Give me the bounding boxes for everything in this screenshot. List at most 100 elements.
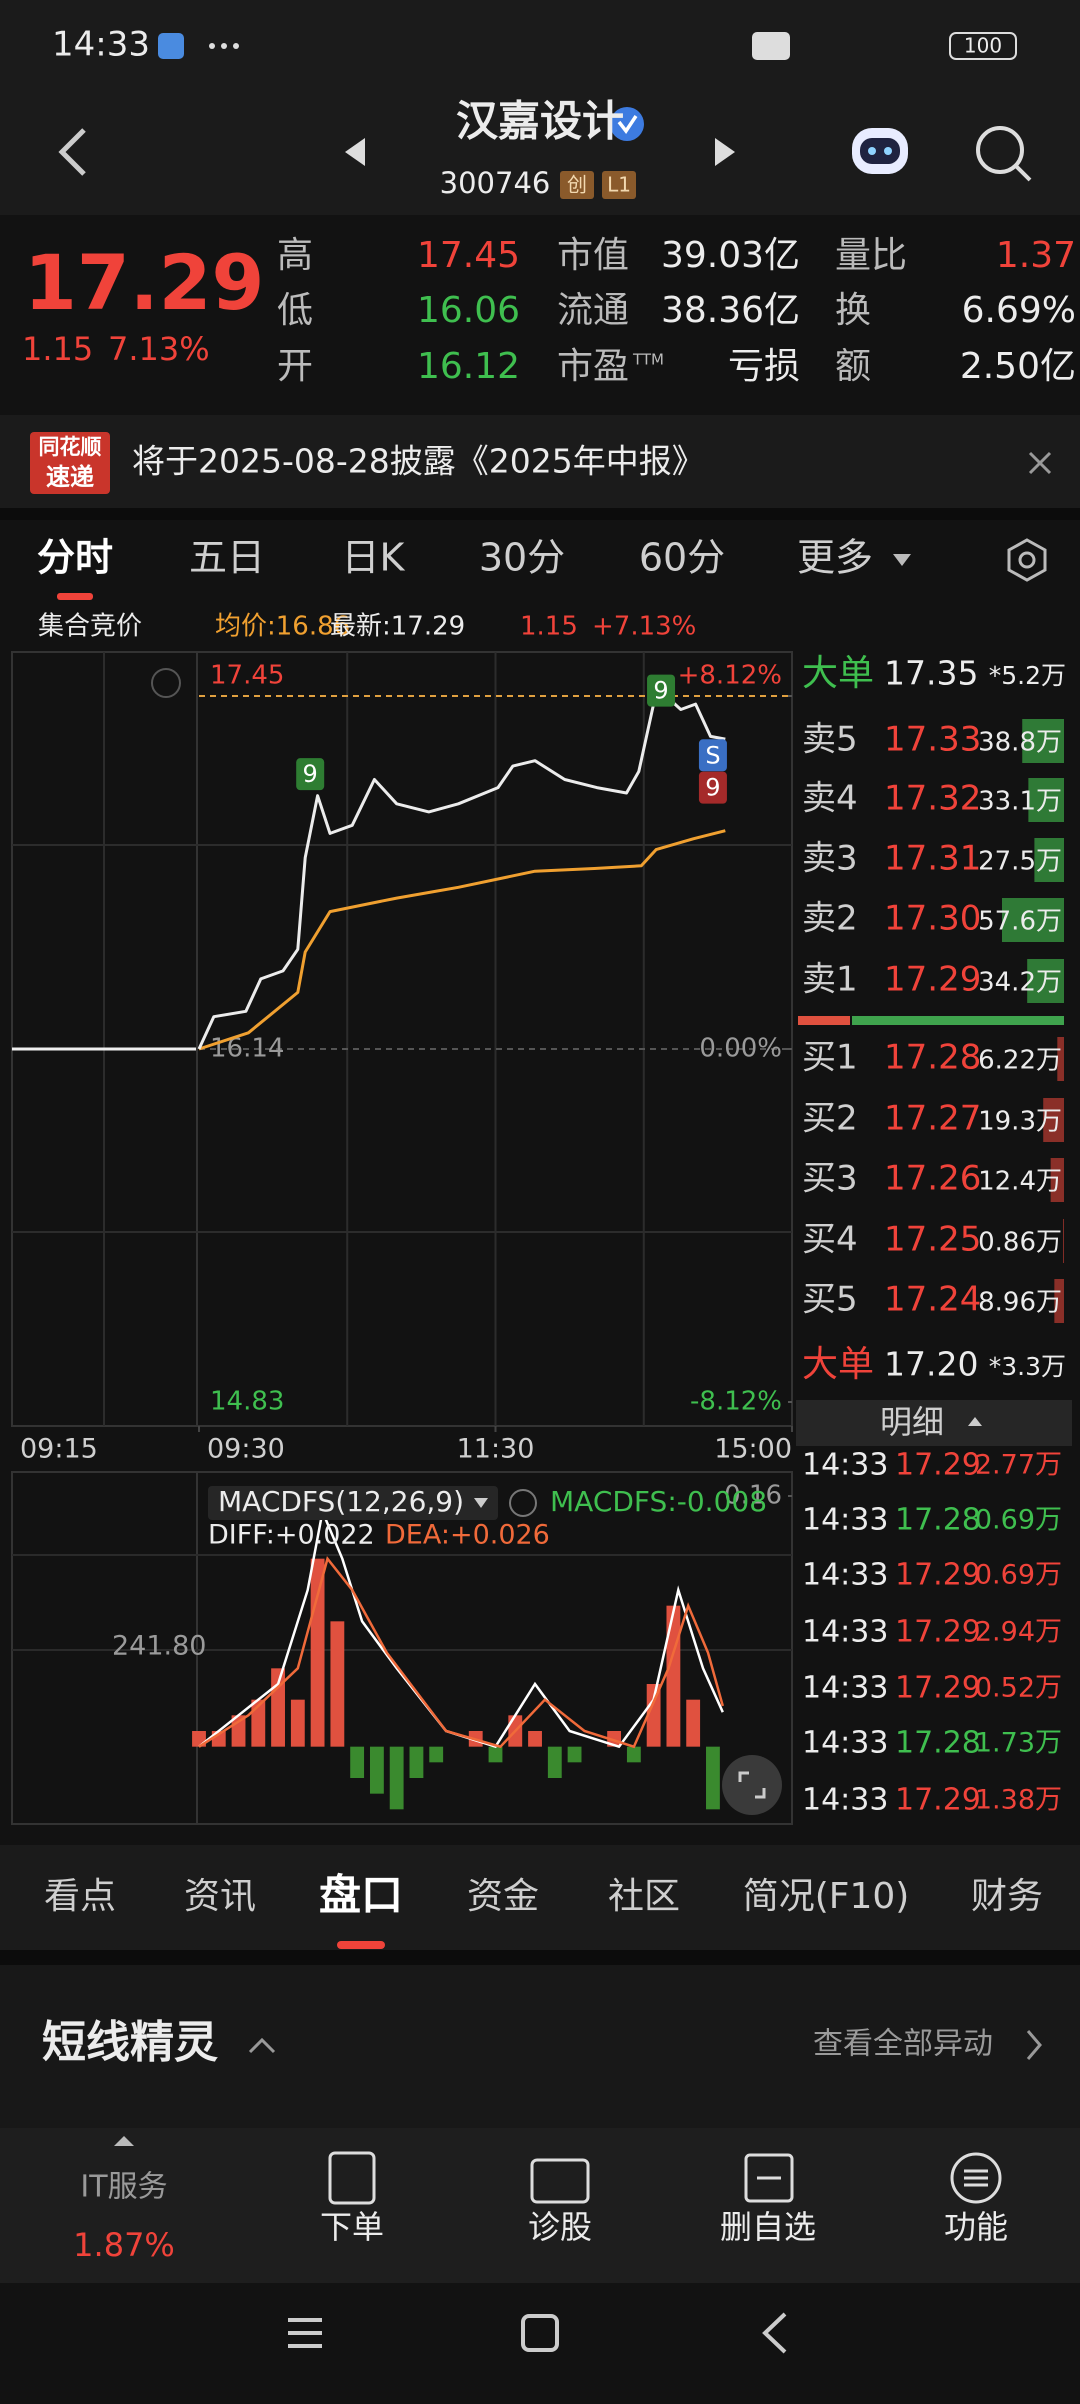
robot-icon[interactable] bbox=[852, 128, 908, 174]
nav-item[interactable]: 诊股 bbox=[528, 2208, 592, 2246]
close-banner[interactable] bbox=[1028, 451, 1052, 475]
order-icon bbox=[328, 2151, 376, 2205]
indicator-readout: MACDFS:-0.008 bbox=[550, 1485, 767, 1518]
nav-item[interactable]: 功能 bbox=[944, 2208, 1008, 2246]
macd-bar bbox=[369, 1746, 384, 1794]
detail-tab[interactable]: 盘口 bbox=[319, 1871, 403, 1920]
trade-time: 14:33 bbox=[802, 1448, 888, 1483]
macd-bar bbox=[409, 1746, 424, 1778]
prev-stock[interactable] bbox=[345, 138, 365, 166]
detail-tab[interactable]: 看点 bbox=[44, 1876, 116, 1917]
remove-icon bbox=[744, 2153, 794, 2203]
chart-frame bbox=[11, 651, 793, 1427]
trade-volume: 2.77万 bbox=[975, 1450, 1062, 1481]
stat-label: 市盈 bbox=[557, 346, 629, 387]
chart-tab[interactable]: 五日 bbox=[189, 536, 265, 580]
stat-value: 16.06 bbox=[417, 290, 520, 331]
macd-bar bbox=[389, 1746, 404, 1810]
hd-icon bbox=[752, 32, 790, 60]
detail-tab[interactable]: 资金 bbox=[467, 1876, 539, 1917]
stat-label-sup: TTM bbox=[632, 351, 664, 369]
expand-button[interactable] bbox=[722, 1755, 782, 1815]
nav-item[interactable]: 下单 bbox=[320, 2208, 384, 2246]
signal-marker bbox=[698, 739, 727, 772]
detail-tab[interactable]: 财务 bbox=[971, 1876, 1043, 1917]
robot-eye bbox=[884, 147, 892, 155]
book-volume: 34.2万 bbox=[978, 968, 1062, 998]
book-price: 17.24 bbox=[884, 1280, 981, 1320]
chart-tab[interactable]: 60分 bbox=[639, 536, 725, 580]
help-icon[interactable] bbox=[151, 668, 181, 698]
chart-tab[interactable]: 分时 bbox=[37, 536, 113, 580]
x-tick-label: 09:15 bbox=[20, 1434, 98, 1465]
stat-label: 低 bbox=[277, 290, 313, 331]
trade-time: 14:33 bbox=[802, 1503, 888, 1538]
detail-tab-indicator bbox=[337, 1941, 385, 1949]
macd-bar bbox=[626, 1746, 641, 1763]
banner-text[interactable]: 将于2025-08-28披露《2025年中报》 bbox=[132, 442, 705, 481]
badge: L1 bbox=[607, 173, 631, 197]
sector-name[interactable]: IT服务 bbox=[80, 2170, 167, 2205]
macd-frame bbox=[11, 1471, 793, 1825]
macd-bar bbox=[706, 1746, 720, 1810]
settings-dot bbox=[1018, 551, 1036, 569]
trade-time: 14:33 bbox=[802, 1558, 888, 1593]
app-icon bbox=[158, 33, 184, 59]
section-bg bbox=[0, 1965, 1080, 2130]
book-price: 17.28 bbox=[884, 1038, 981, 1078]
nav-item[interactable]: 删自选 bbox=[720, 2208, 816, 2246]
chart-tab[interactable]: 日K bbox=[342, 536, 406, 580]
dots bbox=[221, 43, 227, 49]
badge-bg bbox=[560, 171, 594, 199]
price-change-pct: 7.13% bbox=[108, 330, 210, 368]
trade-volume: 1.73万 bbox=[975, 1728, 1062, 1759]
back-button[interactable] bbox=[58, 128, 86, 176]
help-icon[interactable] bbox=[509, 1489, 537, 1517]
stat-value: 2.50亿 bbox=[960, 346, 1076, 387]
back-key[interactable] bbox=[762, 2312, 787, 2354]
y-tick-label: 14.83 bbox=[210, 1387, 284, 1417]
book-label: 买5 bbox=[802, 1280, 858, 1320]
stat-value: 38.36亿 bbox=[661, 290, 800, 331]
settings-icon[interactable] bbox=[1007, 538, 1047, 582]
stat-value: 17.45 bbox=[417, 235, 520, 276]
detail-tabs-bg bbox=[0, 1845, 1080, 1950]
dots bbox=[209, 43, 215, 49]
section-title: 短线精灵 bbox=[42, 2017, 218, 2068]
detail-tab[interactable]: 简况(F10) bbox=[743, 1876, 910, 1917]
book-label: 卖4 bbox=[802, 779, 858, 819]
section-link[interactable]: 查看全部异动 bbox=[813, 2027, 993, 2062]
chart-tab[interactable]: 更多 bbox=[797, 536, 873, 580]
book-price: 17.25 bbox=[884, 1220, 981, 1260]
volume-bar bbox=[1054, 1279, 1064, 1323]
robot-face bbox=[860, 138, 900, 164]
book-volume: 0.86万 bbox=[978, 1228, 1062, 1258]
link-arrow bbox=[1026, 2030, 1042, 2060]
detail-header[interactable]: 明细 bbox=[880, 1403, 944, 1441]
macd-bar bbox=[310, 1558, 325, 1747]
indicator-bg bbox=[208, 1486, 498, 1520]
menu-key[interactable] bbox=[288, 2318, 322, 2348]
detail-tab[interactable]: 社区 bbox=[608, 1876, 680, 1917]
y2-tick-label: +8.12% bbox=[678, 661, 782, 691]
latest-price: 最新:17.29 bbox=[330, 612, 465, 642]
banner-logo-text: 速递 bbox=[46, 463, 94, 491]
trade-price: 17.29 bbox=[895, 1671, 981, 1706]
volume-bar bbox=[1022, 719, 1064, 763]
home-key[interactable] bbox=[521, 2314, 559, 2352]
search-icon[interactable] bbox=[976, 126, 1024, 174]
stat-label: 市值 bbox=[557, 235, 629, 276]
x-tick-label: 09:30 bbox=[207, 1434, 285, 1465]
chart-tab[interactable]: 30分 bbox=[479, 536, 565, 580]
detail-tab[interactable]: 资讯 bbox=[184, 1876, 256, 1917]
indicator-name[interactable]: MACDFS(12,26,9) bbox=[218, 1485, 464, 1518]
expand-icon bbox=[738, 1771, 766, 1799]
dots bbox=[233, 43, 239, 49]
y-tick-label: 0.16 bbox=[724, 1481, 782, 1511]
book-price: 17.33 bbox=[884, 720, 981, 760]
next-stock[interactable] bbox=[715, 138, 735, 166]
trade-price: 17.29 bbox=[895, 1448, 981, 1483]
stock-code: 300746 bbox=[440, 166, 551, 200]
big-order-price: 17.35 bbox=[884, 654, 978, 693]
book-price: 17.29 bbox=[884, 960, 981, 1000]
